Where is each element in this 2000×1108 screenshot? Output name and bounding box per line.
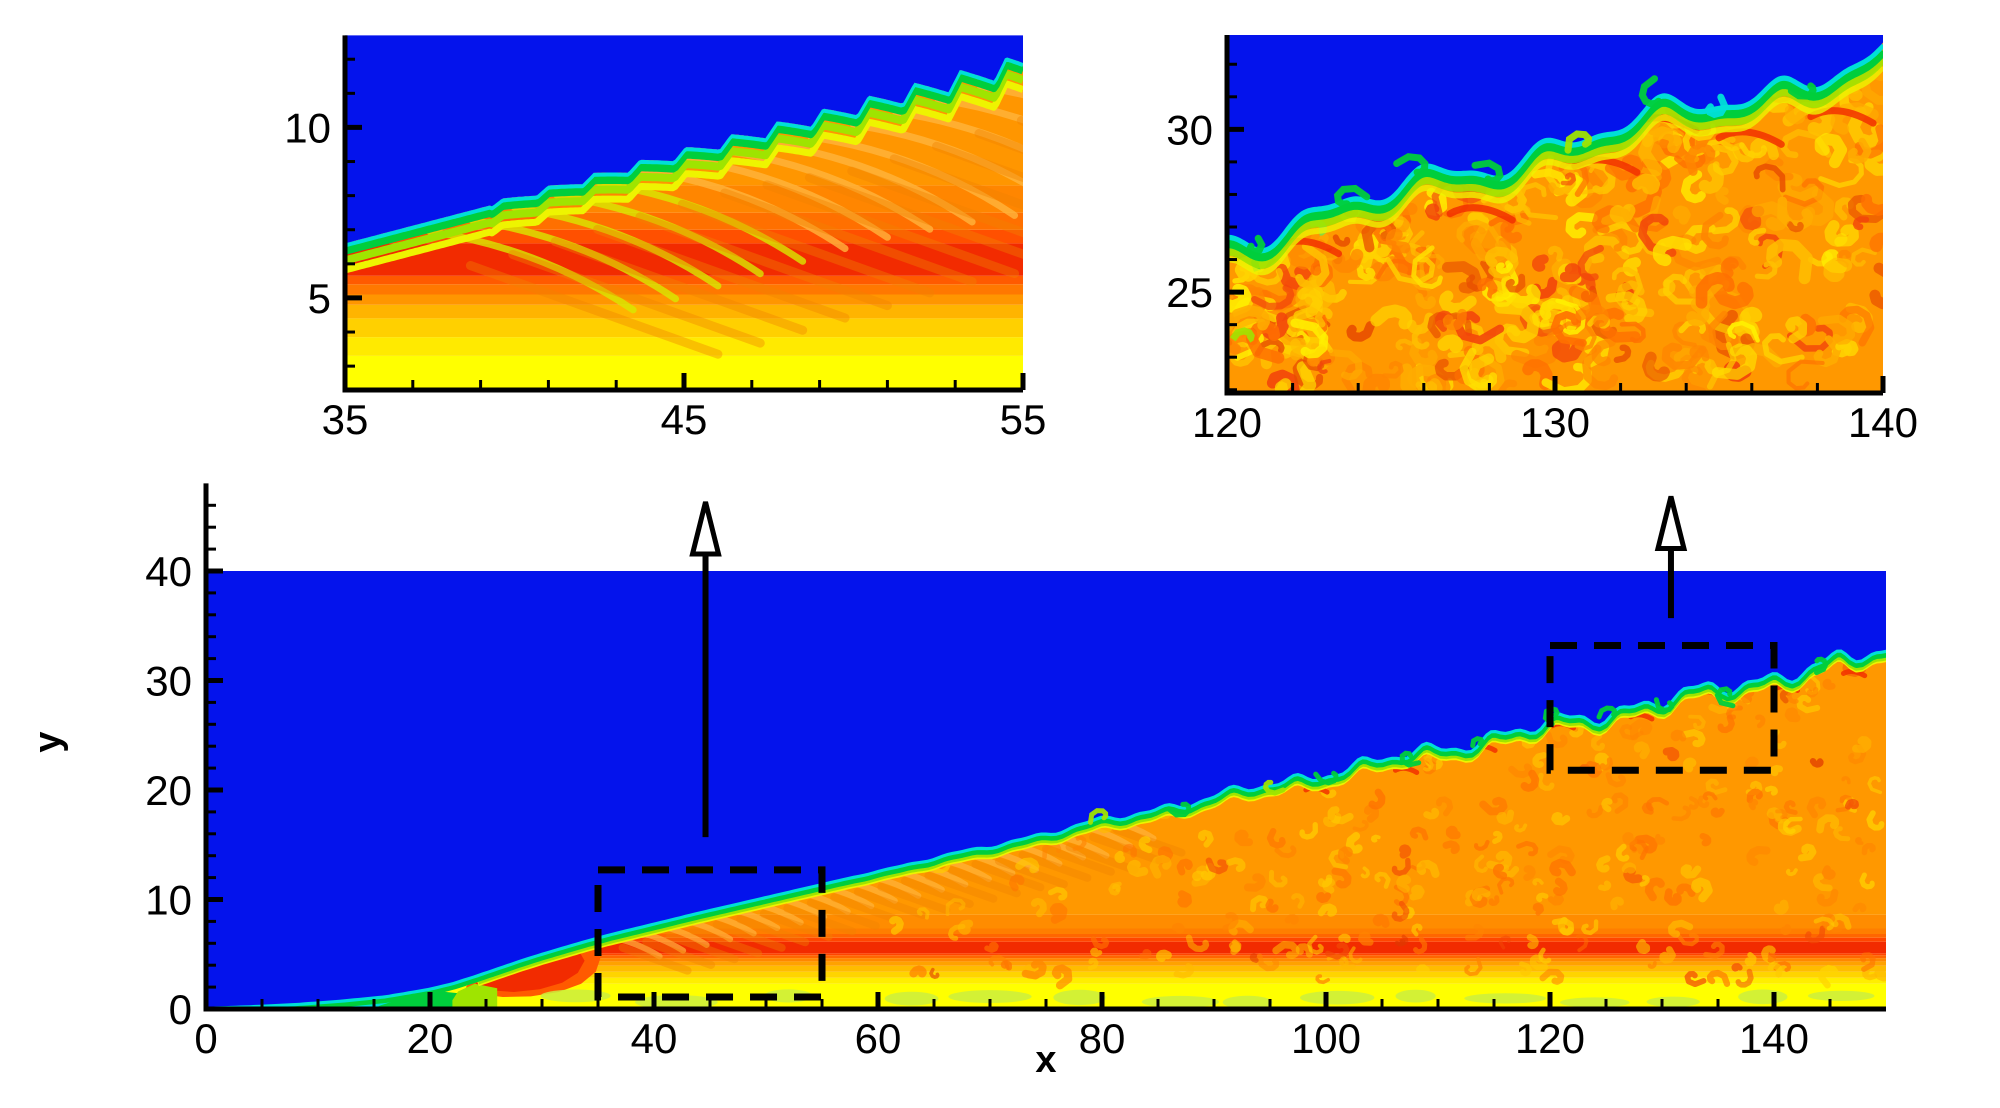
- free-stream-region: [345, 35, 1023, 244]
- x-tick-label: 60: [855, 1015, 902, 1062]
- y-tick-label: 25: [1166, 269, 1213, 316]
- x-tick-label: 140: [1848, 399, 1918, 445]
- turbulence-texture: [889, 659, 1886, 990]
- x-tick-label: 140: [1739, 1015, 1809, 1062]
- tick-labels: 120 130 140 25 30: [1166, 106, 1918, 445]
- interface-rim: [1227, 42, 1883, 276]
- wall-strip-blobs: [540, 989, 1875, 1010]
- ticks: [1224, 62, 1886, 393]
- contour-field: [1227, 34, 1883, 395]
- interface-rollups: [1246, 75, 1817, 256]
- contour-field: [206, 571, 1886, 1011]
- y-tick-label: 40: [145, 548, 192, 595]
- x-tick-label: 80: [1079, 1015, 1126, 1062]
- x-tick-label: 35: [322, 396, 369, 443]
- x-tick-label: 0: [194, 1015, 217, 1062]
- annotation-arrow-2: [1654, 495, 1688, 619]
- x-tick-label: 55: [1000, 396, 1045, 443]
- y-tick-label: 10: [284, 104, 331, 151]
- y-tick-label: 30: [1166, 106, 1213, 153]
- x-tick-label: 130: [1520, 399, 1590, 445]
- y-tick-label: 5: [308, 275, 331, 322]
- x-tick-label: 120: [1515, 1015, 1585, 1062]
- tick-labels: 0 20 40 60 80 100 120 140 0 10 20 30 40: [145, 548, 1809, 1062]
- y-tick-label: 30: [145, 658, 192, 705]
- billow-streaks: [426, 82, 1023, 359]
- y-tick-label: 20: [145, 767, 192, 814]
- ticks: [342, 57, 1026, 390]
- main-x-axis-label: x: [1035, 1039, 1057, 1081]
- x-tick-label: 100: [1291, 1015, 1361, 1062]
- zoom-box-1: [594, 866, 826, 1001]
- contour-field: [345, 35, 1023, 390]
- free-stream-region: [206, 571, 1886, 1007]
- ticks: [203, 503, 1832, 1012]
- annotation-arrow-1: [689, 501, 722, 838]
- main-plot: 0 20 40 60 80 100 120 140 0 10 20 30 40: [145, 483, 1886, 1062]
- zoom-box-2: [1546, 641, 1778, 774]
- free-stream-region: [1227, 34, 1883, 248]
- y-tick-label: 0: [169, 986, 192, 1033]
- inset-right-plot: 120 130 140 25 30: [1166, 34, 1918, 445]
- x-tick-label: 45: [661, 396, 708, 443]
- main-y-axis-label: y: [27, 731, 69, 753]
- green-vortex: [1229, 327, 1255, 343]
- x-tick-label: 20: [407, 1015, 454, 1062]
- interface-rim: [345, 57, 1023, 274]
- y-tick-label: 10: [145, 877, 192, 924]
- x-tick-label: 120: [1192, 399, 1262, 445]
- x-tick-label: 40: [631, 1015, 678, 1062]
